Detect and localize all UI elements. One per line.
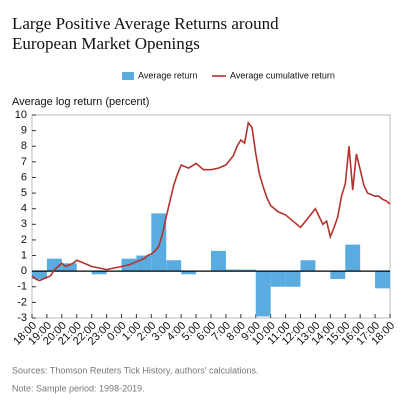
y-tick-label: 6 [21,171,27,183]
bar [225,269,241,272]
source: Sources: Thomson Reuters Tick History, a… [12,365,259,375]
bar [285,271,301,287]
y-axis-label: Average log return (percent) [12,96,149,108]
bar [270,271,286,287]
y-tick-label: 3 [21,218,27,230]
bar [240,269,256,272]
bar [32,271,47,279]
line [31,120,391,282]
bar [330,271,346,279]
chart-title: Large Positive Average Returns around Eu… [12,14,279,53]
bar [211,250,226,272]
y-tick-label: -1 [17,281,27,293]
bar [166,260,182,272]
bar [255,271,271,317]
bar [300,260,316,272]
y-tick-label: 8 [21,140,27,152]
legend-label: Average return [138,70,197,80]
bar [181,271,197,275]
bar [91,271,107,275]
y-tick-label: -2 [17,296,27,308]
y-tick-label: 1 [21,249,27,261]
y-tick-label: 7 [21,156,27,168]
y-tick-label: 9 [21,125,27,137]
legend-swatch [122,72,134,80]
note: Note: Sample period: 1998-2019. [12,383,145,393]
plot-frame [31,114,391,319]
y-tick-label: 0 [21,265,27,277]
y-tick-label: 4 [21,203,27,215]
bar [46,258,62,272]
y-tick-label: 2 [21,234,27,246]
bar [345,244,361,272]
bar [61,263,77,272]
bar [375,271,390,289]
y-tick-label: 5 [21,187,27,199]
legend-label: Average cumulative return [230,70,335,80]
y-tick-label: -3 [17,312,27,324]
y-tick-label: 10 [15,109,27,121]
bar [151,213,167,272]
